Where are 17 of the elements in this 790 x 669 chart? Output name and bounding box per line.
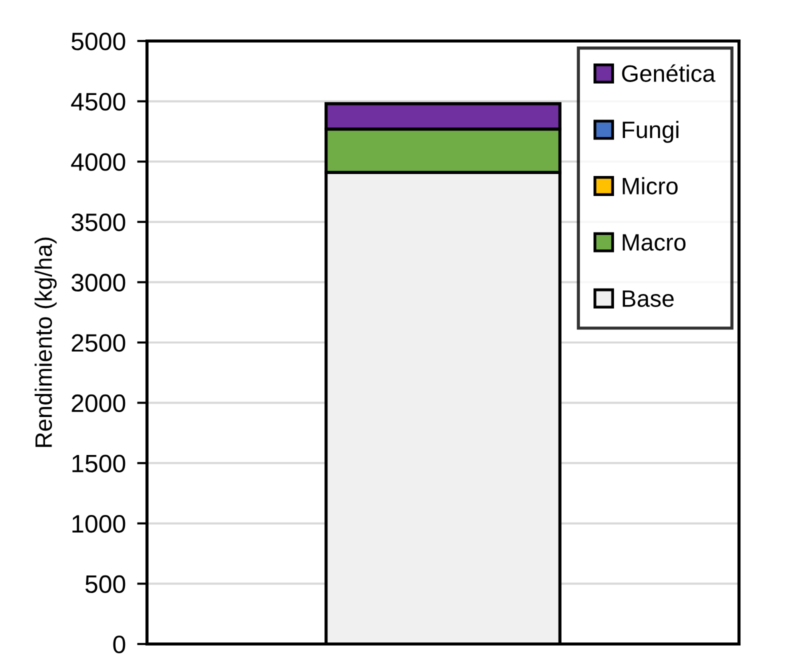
legend-label: Macro [622, 234, 686, 251]
y-tick-label: 0 [113, 636, 126, 654]
y-tick-label: 1500 [72, 454, 126, 472]
y-tick-label: 1000 [72, 515, 126, 533]
y-tick-label: 2500 [72, 334, 126, 352]
y-tick-label: 4000 [71, 153, 126, 171]
legend-label: Fungi [622, 120, 678, 143]
legend-label: Base [622, 290, 674, 307]
y-tick-label: 4500 [71, 92, 126, 111]
legend-label: Micro [622, 177, 678, 194]
y-tick-label: 3000 [72, 274, 126, 292]
y-tick-label: 3500 [72, 214, 126, 232]
y-tick-label: 500 [85, 575, 126, 594]
y-tick-label: 5000 [72, 32, 126, 50]
legend-label: Genética [622, 64, 716, 82]
y-tick-label: 2000 [72, 394, 126, 412]
y-axis-title: Rendimiento (kg/ha) [34, 238, 57, 447]
